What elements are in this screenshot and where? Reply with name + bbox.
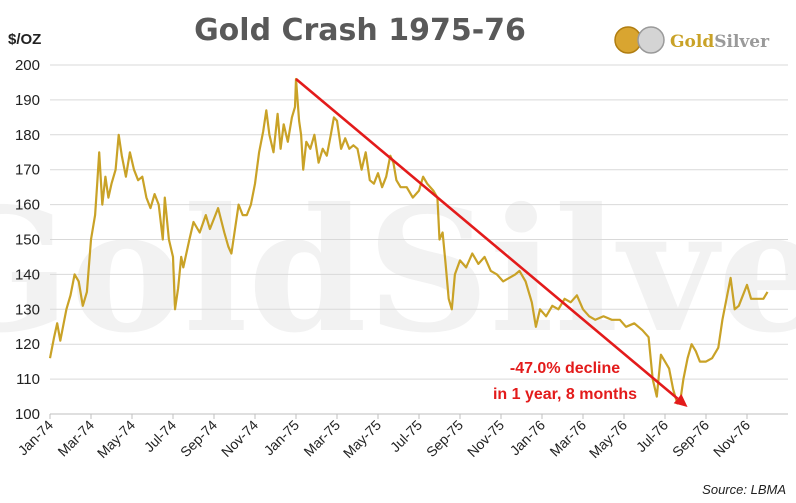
x-tick-label: Sep-76 bbox=[669, 417, 712, 460]
x-tick-label: Nov-76 bbox=[710, 417, 753, 460]
source-label: Source: LBMA bbox=[702, 482, 786, 497]
x-tick-label: Mar-74 bbox=[54, 417, 97, 460]
y-tick-label: 190 bbox=[15, 92, 40, 109]
chart-title: Gold Crash 1975-76 bbox=[194, 13, 526, 48]
logo-text-gold: Gold bbox=[670, 32, 714, 52]
x-tick-label: Jul-76 bbox=[633, 417, 671, 455]
y-tick-label: 150 bbox=[15, 232, 40, 249]
logo-text-silver: Silver bbox=[714, 32, 770, 52]
x-tick-label: Jul-75 bbox=[387, 417, 425, 455]
y-tick-label: 200 bbox=[15, 57, 40, 74]
y-tick-label: 100 bbox=[15, 406, 40, 423]
x-tick-label: May-74 bbox=[94, 417, 138, 461]
x-tick-label: Nov-74 bbox=[218, 417, 261, 460]
y-axis-unit: $/OZ bbox=[8, 31, 41, 48]
y-tick-label: 170 bbox=[15, 162, 40, 179]
logo-text: GoldSilver bbox=[670, 32, 770, 52]
y-tick-label: 180 bbox=[15, 127, 40, 144]
gold-coin-icon bbox=[614, 26, 642, 54]
annotation-line-1: -47.0% decline bbox=[510, 360, 620, 377]
x-tick-label: Nov-75 bbox=[464, 417, 507, 460]
x-tick-label: May-76 bbox=[586, 417, 630, 461]
x-tick-label: Sep-75 bbox=[423, 417, 466, 460]
watermark: GoldSilver bbox=[0, 171, 796, 371]
annotation-line-2: in 1 year, 8 months bbox=[493, 386, 637, 403]
y-tick-label: 160 bbox=[15, 197, 40, 214]
trend-arrowhead-icon bbox=[673, 394, 688, 408]
y-tick-label: 120 bbox=[15, 336, 40, 353]
goldsilver-logo: GoldSilver bbox=[614, 26, 770, 54]
x-tick-label: Mar-76 bbox=[546, 417, 589, 460]
x-tick-label: Sep-74 bbox=[177, 417, 220, 460]
x-tick-label: May-75 bbox=[340, 417, 384, 461]
y-tick-label: 110 bbox=[16, 371, 40, 388]
y-tick-label: 130 bbox=[15, 301, 40, 318]
x-tick-label: Jul-74 bbox=[141, 417, 179, 455]
trend-line bbox=[295, 77, 679, 400]
y-tick-labels: 100 110 120 130 140 150 160 170 180 190 200 bbox=[15, 57, 40, 423]
x-tick-label: Mar-75 bbox=[300, 417, 343, 460]
x-tick-label: Jan-75 bbox=[261, 417, 303, 459]
x-tick-label: Jan-76 bbox=[507, 417, 549, 459]
silver-coin-icon bbox=[637, 26, 665, 54]
series-line-gold-price bbox=[48, 77, 769, 405]
y-tick-label: 140 bbox=[15, 266, 40, 283]
